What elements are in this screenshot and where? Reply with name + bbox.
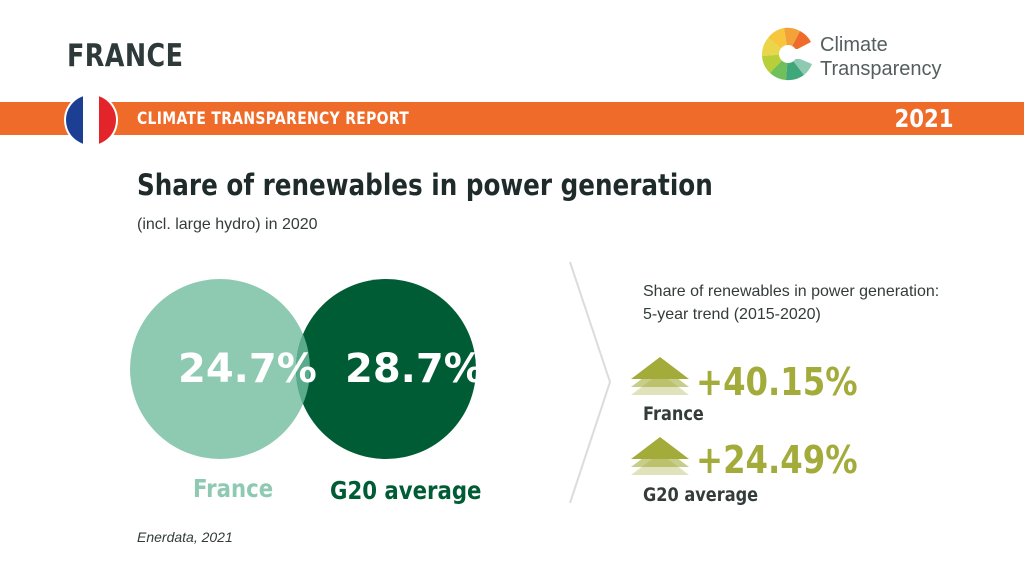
report-banner (0, 102, 1024, 135)
country-title: FRANCE (67, 38, 184, 74)
g20-trend-value: +24.49% (696, 438, 858, 482)
climate-transparency-logo-icon (761, 27, 818, 81)
france-circle (130, 279, 310, 459)
g20-value: 28.7% (345, 346, 484, 392)
report-title: CLIMATE TRANSPARENCY REPORT (137, 109, 410, 129)
france-label: France (193, 474, 274, 503)
comparison-circles (130, 279, 476, 459)
france-value: 24.7% (178, 346, 317, 392)
up-triangle-icon (631, 357, 689, 395)
trend-heading-line-1: Share of renewables in power generation: (643, 283, 940, 300)
logo-line-1: Climate (820, 34, 888, 56)
section-divider (569, 261, 612, 504)
trend-heading: Share of renewables in power generation:… (643, 280, 993, 326)
up-triangle-icon (631, 437, 689, 475)
france-trend-value: +40.15% (696, 360, 858, 404)
report-year: 2021 (894, 104, 954, 133)
g20-label: G20 average (330, 476, 482, 505)
page-title: Share of renewables in power generation (137, 168, 713, 202)
page-subtitle: (incl. large hydro) in 2020 (137, 216, 318, 233)
france-trend-label: France (643, 403, 704, 425)
g20-trend-label: G20 average (643, 484, 759, 506)
g20-circle (296, 279, 476, 459)
france-flag-icon (64, 93, 118, 147)
source-note: Enerdata, 2021 (137, 529, 233, 545)
trend-heading-line-2: 5-year trend (2015-2020) (643, 306, 821, 323)
logo-line-2: Transparency (820, 58, 942, 80)
logo-text: Climate Transparency (820, 33, 942, 81)
